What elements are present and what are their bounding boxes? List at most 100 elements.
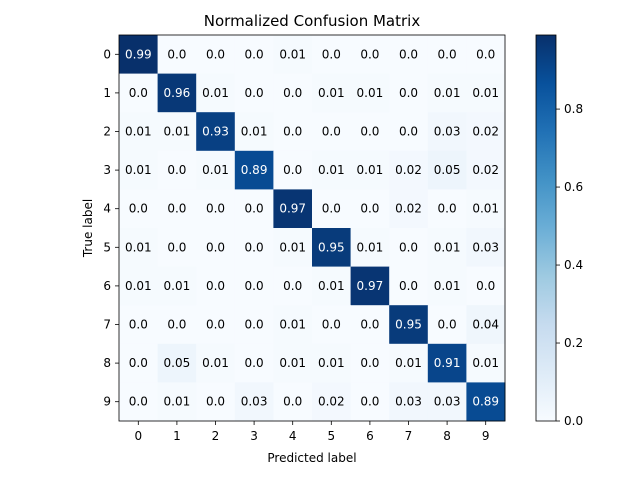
cell-value-label: 0.01 [318, 279, 345, 293]
heatmap-cell [350, 73, 390, 113]
cell-value-label: 0.0 [245, 356, 264, 370]
heatmap-cell [312, 150, 351, 190]
colorbar [535, 34, 557, 422]
cell-value-label: 0.01 [125, 125, 152, 139]
heatmap-cell [196, 189, 236, 229]
y-tick-label: 2 [103, 125, 111, 139]
colorbar-ticks: 0.0 0.2 0.4 0.6 0.8 [556, 102, 583, 428]
cell-value-label: 0.0 [129, 395, 148, 409]
x-tick-label: 1 [173, 429, 181, 443]
heatmap-cell [466, 35, 506, 74]
cell-value-label: 0.89 [472, 395, 499, 409]
heatmap-cell [273, 343, 313, 383]
heatmap-cell [389, 228, 429, 267]
heatmap-cell [350, 35, 390, 74]
heatmap-cell [350, 382, 390, 422]
cell-value-label: 0.0 [399, 279, 418, 293]
cell-value-label: 0.0 [283, 395, 302, 409]
x-tick-label: 8 [443, 429, 451, 443]
heatmap-cell [350, 228, 390, 267]
heatmap-cell [312, 189, 351, 229]
heatmap-cell [350, 343, 390, 383]
cell-value-label: 0.0 [129, 318, 148, 332]
cell-value-label: 0.03 [395, 395, 422, 409]
cell-value-label: 0.0 [399, 47, 418, 61]
cell-value-label: 0.01 [164, 279, 191, 293]
heatmap-cell [157, 343, 197, 383]
y-tick-label: 1 [103, 86, 111, 100]
heatmap-cell [466, 343, 506, 383]
cell-value-label: 0.95 [395, 318, 422, 332]
cell-value-label: 0.03 [241, 395, 268, 409]
cell-value-label: 0.0 [438, 202, 457, 216]
cell-value-label: 0.01 [434, 279, 461, 293]
heatmap-cell [427, 266, 467, 306]
cell-value-label: 0.0 [399, 125, 418, 139]
heatmap-cell [389, 189, 429, 229]
heatmap-cell [234, 73, 274, 113]
heatmap-cell [234, 112, 274, 152]
heatmap-cell [312, 266, 351, 306]
cell-value-label: 0.01 [472, 356, 499, 370]
heatmap-cell [389, 305, 429, 345]
cell-value-label: 0.02 [318, 395, 345, 409]
cell-value-label: 0.01 [279, 318, 306, 332]
cell-value-label: 0.0 [167, 202, 186, 216]
cell-value-label: 0.0 [245, 47, 264, 61]
y-tick-label: 4 [103, 202, 111, 216]
colorbar-tick-label: 0.8 [564, 102, 583, 116]
cell-value-label: 0.01 [434, 240, 461, 254]
heatmap-cell [234, 382, 274, 422]
heatmap-cell [196, 266, 236, 306]
chart-title: Normalized Confusion Matrix [204, 12, 421, 30]
y-tick-label: 6 [103, 279, 111, 293]
heatmap-cell [427, 343, 467, 383]
heatmap-cell [234, 189, 274, 229]
heatmap-cell [312, 305, 351, 345]
x-tick-label: 2 [212, 429, 220, 443]
cell-value-label: 0.0 [206, 318, 225, 332]
cell-value-label: 0.0 [245, 318, 264, 332]
heatmap-cell [119, 35, 158, 74]
heatmap-cell [350, 112, 390, 152]
cell-value-label: 0.01 [125, 279, 152, 293]
heatmap-cell [119, 189, 158, 229]
heatmap-cell [119, 150, 158, 190]
heatmap-cell [196, 382, 236, 422]
y-tick-label: 8 [103, 356, 111, 370]
heatmap-cell [157, 150, 197, 190]
y-tick-label: 0 [103, 47, 111, 61]
heatmap-cell [273, 189, 313, 229]
cell-value-label: 0.0 [206, 47, 225, 61]
heatmap-cell [312, 35, 351, 74]
heatmap-cell [312, 228, 351, 267]
cell-value-label: 0.01 [318, 163, 345, 177]
cell-value-label: 0.01 [164, 125, 191, 139]
heatmap-cell [389, 343, 429, 383]
heatmap-cell [196, 305, 236, 345]
heatmap-cell [466, 150, 506, 190]
heatmap-cell [234, 35, 274, 74]
cell-value-label: 0.01 [395, 356, 422, 370]
cell-value-label: 0.02 [472, 125, 499, 139]
cell-value-label: 0.0 [245, 86, 264, 100]
cell-value-label: 0.04 [472, 318, 499, 332]
cell-value-label: 0.01 [472, 86, 499, 100]
cell-value-label: 0.0 [322, 125, 341, 139]
cell-value-label: 0.99 [125, 47, 152, 61]
heatmap-cell [466, 189, 506, 229]
heatmap-cell [466, 382, 506, 422]
cell-value-label: 0.0 [322, 202, 341, 216]
cell-value-label: 0.0 [245, 240, 264, 254]
cell-value-label: 0.0 [476, 47, 495, 61]
cell-value-label: 0.0 [360, 47, 379, 61]
y-tick-label: 5 [103, 240, 111, 254]
heatmap-cell [273, 266, 313, 306]
cell-value-label: 0.01 [318, 356, 345, 370]
cell-value-label: 0.01 [279, 240, 306, 254]
heatmap-cell [157, 73, 197, 113]
heatmap-cell [466, 305, 506, 345]
y-tick-label: 9 [103, 395, 111, 409]
cell-value-label: 0.0 [167, 163, 186, 177]
